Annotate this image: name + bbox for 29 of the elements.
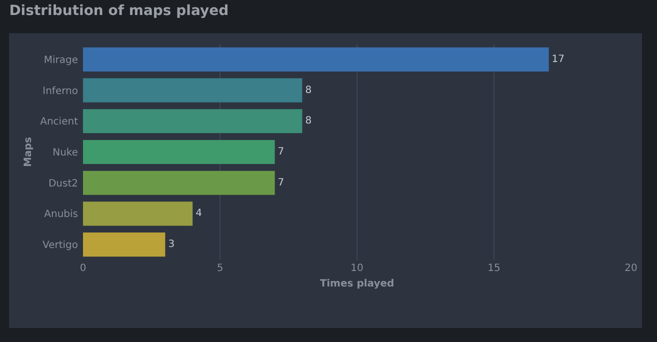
bar: [83, 109, 302, 134]
y-tick-label: Vertigo: [42, 240, 78, 252]
x-tick-label: 5: [216, 263, 224, 274]
x-tick-label: 20: [624, 263, 638, 274]
x-axis-title: Times played: [320, 278, 394, 290]
bar: [83, 140, 275, 164]
y-tick-label: Anubis: [44, 209, 78, 220]
data-label: 17: [552, 54, 565, 65]
data-label: 8: [305, 116, 312, 127]
y-tick-label: Inferno: [42, 86, 78, 97]
bar: [83, 202, 193, 226]
data-label: 4: [196, 208, 202, 220]
data-label: 3: [168, 239, 175, 250]
data-label: 7: [278, 146, 284, 158]
y-tick-label: Dust2: [48, 178, 78, 190]
x-tick-label: 10: [350, 263, 364, 274]
bar: [83, 232, 166, 257]
x-tick-label: 15: [488, 263, 500, 274]
chart-title: Distribution of maps played: [9, 2, 229, 19]
data-label: 7: [278, 177, 284, 188]
bar: [83, 170, 275, 195]
bar: [83, 47, 549, 72]
x-tick-label: 0: [80, 263, 86, 274]
y-tick-label: Mirage: [44, 54, 78, 66]
data-label: 8: [305, 84, 312, 96]
y-tick-label: Ancient: [40, 116, 78, 128]
y-tick-label: Nuke: [52, 148, 78, 158]
y-axis-title: Maps: [23, 137, 34, 167]
bar: [83, 78, 302, 102]
